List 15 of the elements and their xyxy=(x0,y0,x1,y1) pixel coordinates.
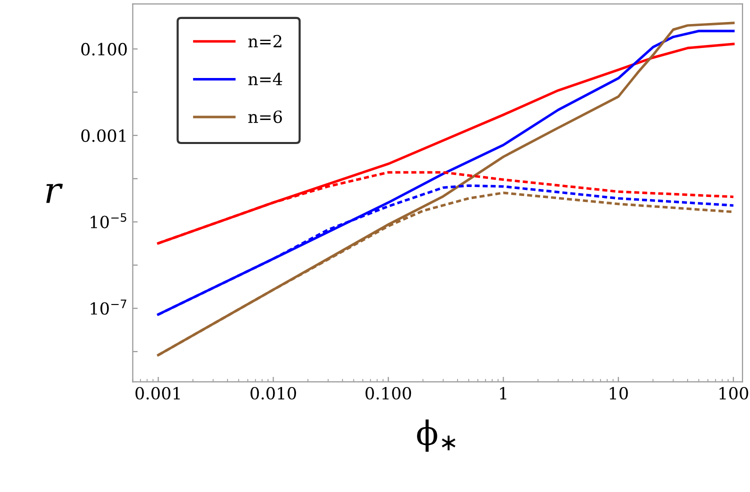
legend-label: n=2 xyxy=(248,34,282,48)
legend-label: n=6 xyxy=(248,110,282,124)
x-tick-label: 10 xyxy=(610,386,628,400)
y-tick-label: 0.001 xyxy=(81,129,126,142)
y-tick-label: 0.100 xyxy=(81,42,127,56)
y-axis-title: r xyxy=(46,184,63,203)
x-tick-label: 0.001 xyxy=(136,386,180,400)
y-tick-label: 10$^{−7}$ xyxy=(90,300,126,315)
x-axis-title: ϕ$_{∗}$ xyxy=(417,419,456,452)
x-tick-label: 1 xyxy=(500,386,506,400)
y-tick-label: 10$^{−5}$ xyxy=(90,213,126,228)
x-tick-label: 100 xyxy=(720,386,748,400)
legend-label: n=4 xyxy=(248,72,282,86)
x-tick-label: 0.010 xyxy=(250,386,296,400)
x-tick-label: 0.100 xyxy=(366,386,412,400)
